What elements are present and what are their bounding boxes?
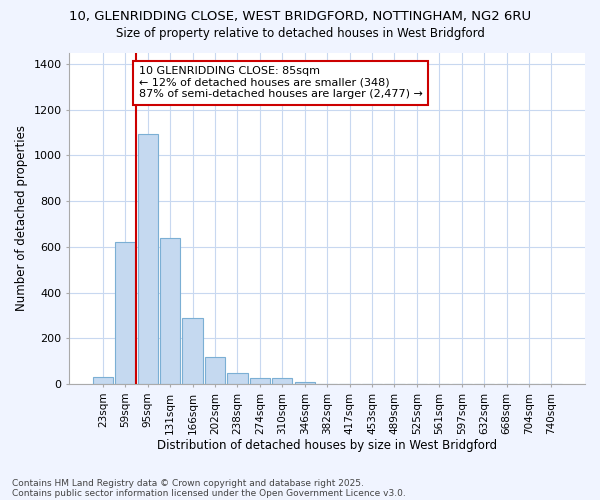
Text: 10 GLENRIDDING CLOSE: 85sqm
← 12% of detached houses are smaller (348)
87% of se: 10 GLENRIDDING CLOSE: 85sqm ← 12% of det… <box>139 66 422 100</box>
Bar <box>182 318 203 384</box>
Bar <box>137 134 158 384</box>
X-axis label: Distribution of detached houses by size in West Bridgford: Distribution of detached houses by size … <box>157 440 497 452</box>
Bar <box>115 242 136 384</box>
Bar <box>295 382 315 384</box>
Bar <box>227 372 248 384</box>
Bar <box>93 378 113 384</box>
Text: Size of property relative to detached houses in West Bridgford: Size of property relative to detached ho… <box>116 28 484 40</box>
Bar <box>205 356 225 384</box>
Y-axis label: Number of detached properties: Number of detached properties <box>15 126 28 312</box>
Text: 10, GLENRIDDING CLOSE, WEST BRIDGFORD, NOTTINGHAM, NG2 6RU: 10, GLENRIDDING CLOSE, WEST BRIDGFORD, N… <box>69 10 531 23</box>
Bar <box>272 378 292 384</box>
Text: Contains public sector information licensed under the Open Government Licence v3: Contains public sector information licen… <box>12 488 406 498</box>
Bar <box>250 378 270 384</box>
Bar <box>160 238 180 384</box>
Text: Contains HM Land Registry data © Crown copyright and database right 2025.: Contains HM Land Registry data © Crown c… <box>12 478 364 488</box>
